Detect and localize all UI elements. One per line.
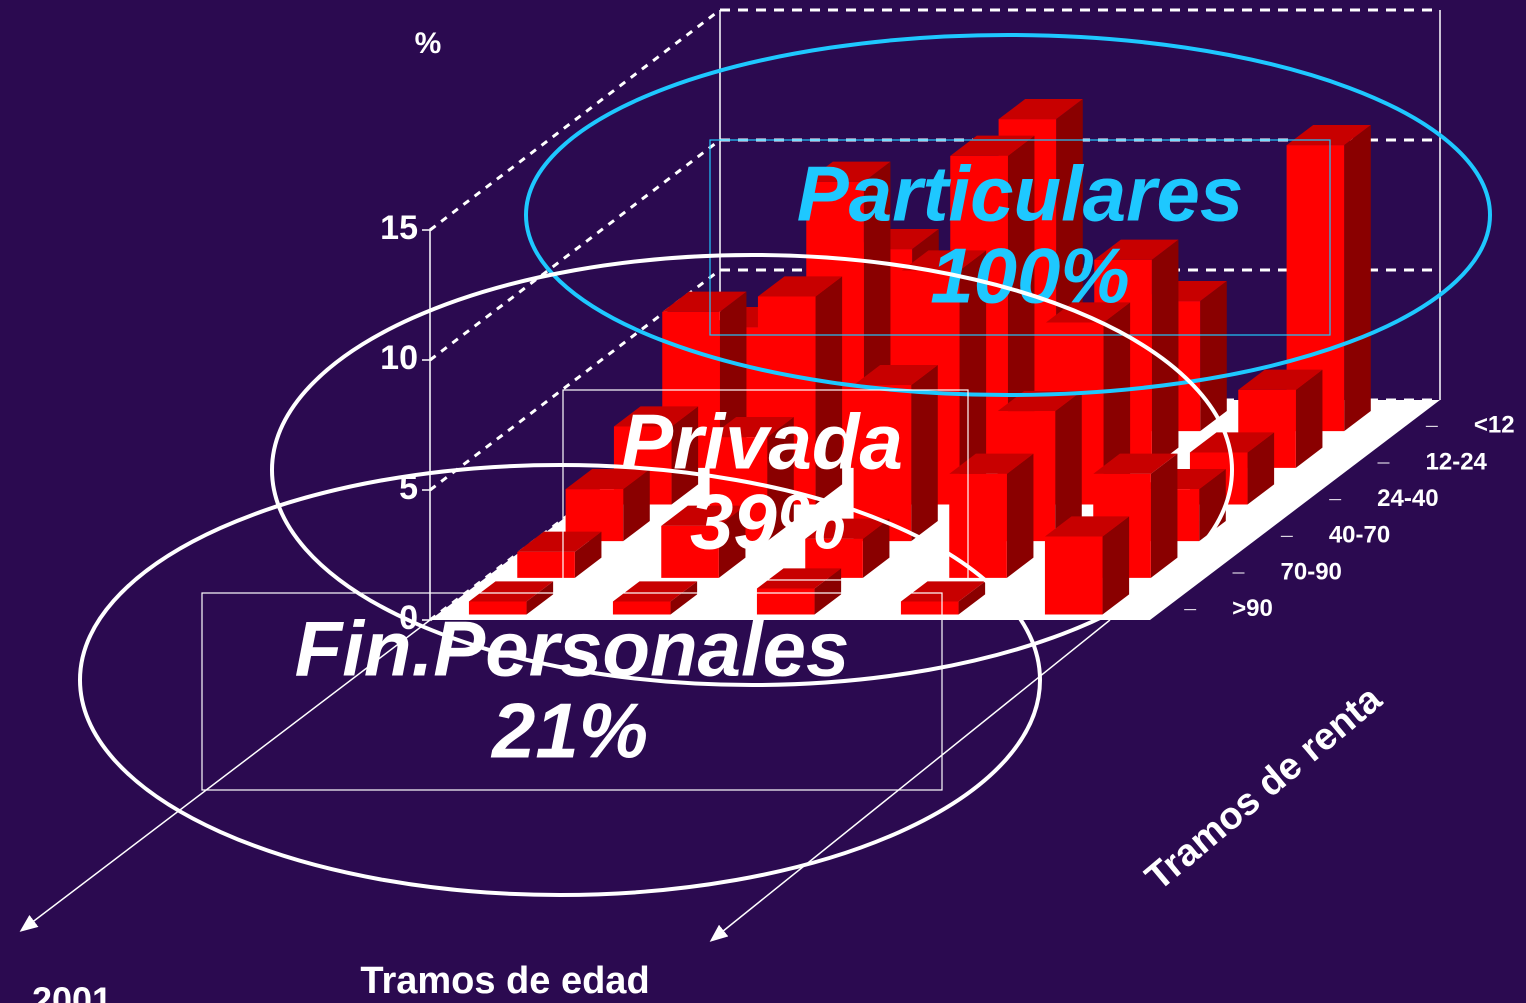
y-axis-label: %	[415, 27, 442, 60]
bar-top	[950, 135, 1035, 156]
bar-side	[1006, 453, 1034, 578]
annotation-ellipse	[524, 33, 1492, 397]
bar-top	[1238, 369, 1323, 390]
z-tick-label: 70-90	[1281, 558, 1342, 585]
annotation-text: Particulares	[797, 150, 1244, 238]
bar-side	[1295, 369, 1323, 468]
bar	[1044, 516, 1130, 615]
bar-front	[900, 601, 959, 615]
bar-front	[853, 385, 912, 542]
bar-top	[756, 568, 842, 589]
y-tick-label: 0	[399, 599, 418, 637]
bar-side	[1151, 239, 1179, 468]
annotation-box	[201, 592, 943, 791]
bar	[468, 581, 554, 615]
bar-side	[1102, 516, 1130, 615]
bar-top	[613, 406, 699, 427]
grid-line	[429, 138, 721, 362]
bar	[949, 453, 1034, 578]
z-tick-label: 12-24	[1426, 448, 1488, 475]
bar-side	[1055, 391, 1082, 542]
bar-top	[901, 250, 987, 271]
annotation-ellipse	[78, 463, 1042, 897]
footnote: 2001	[32, 980, 112, 1003]
annotation-ellipse	[270, 253, 1234, 687]
bar-side	[958, 581, 986, 615]
bar-side	[767, 417, 794, 542]
bar-top	[998, 99, 1083, 120]
bar-top	[900, 581, 986, 602]
y-tick-label: 10	[380, 339, 418, 377]
bar-top	[853, 365, 938, 386]
bar-front	[517, 551, 575, 578]
bar	[900, 581, 986, 615]
bar-front	[949, 473, 1007, 578]
bar-side	[1200, 281, 1227, 432]
bar-front	[468, 601, 527, 615]
bar-top	[1044, 516, 1130, 537]
z-tick-label: <12	[1474, 412, 1515, 439]
bar	[517, 531, 602, 578]
annotation-text: 39%	[690, 478, 846, 566]
bar-top	[662, 291, 747, 312]
bar-top	[468, 581, 554, 602]
bar-top	[517, 531, 602, 552]
bar-side	[911, 365, 938, 542]
x-axis-label: Tramos de edad	[360, 960, 649, 1002]
bar	[661, 505, 746, 578]
bar-side	[1150, 453, 1178, 578]
age-axis-arrow	[19, 619, 431, 932]
bar-side	[671, 406, 699, 505]
bar-side	[1344, 125, 1371, 432]
bar	[805, 518, 890, 578]
bar-front	[661, 525, 719, 578]
bar-side	[718, 505, 746, 578]
z-tick-label: >90	[1232, 595, 1273, 622]
bar-side	[1007, 135, 1035, 468]
z-tick-label: 24-40	[1377, 485, 1438, 512]
bar-top	[565, 469, 650, 490]
bar-top	[661, 505, 746, 526]
bar-top	[805, 518, 890, 539]
bar	[613, 406, 699, 505]
bar-top	[1189, 432, 1275, 453]
bar-top	[612, 581, 698, 602]
grid-line	[429, 8, 721, 232]
z-tick-label: 40-70	[1329, 522, 1390, 549]
annotation-text: Fin.Personales	[295, 605, 850, 693]
bar-top	[757, 276, 843, 297]
bar-front	[805, 538, 863, 578]
bar-side	[959, 250, 987, 505]
annotation-text: Privada	[621, 398, 903, 486]
bar-top	[949, 453, 1034, 474]
bar-top	[1093, 453, 1178, 474]
annotation-box	[709, 139, 1331, 336]
bar-side	[670, 581, 698, 615]
bar-top	[1094, 239, 1179, 260]
bar-front	[756, 588, 815, 615]
bar-front	[565, 489, 624, 542]
annotation-text: 21%	[490, 687, 648, 775]
bar	[853, 365, 938, 542]
depth-axis-arrow	[709, 619, 1111, 942]
bar-top	[709, 417, 794, 438]
bar	[565, 469, 650, 542]
bar	[612, 581, 698, 615]
annotation-box	[562, 389, 969, 581]
bar-side	[1247, 432, 1275, 505]
y-tick-label: 15	[380, 209, 418, 247]
bar-side	[862, 518, 890, 578]
bar-front	[612, 601, 671, 615]
bar-front	[1044, 536, 1103, 615]
bar-side	[574, 531, 602, 578]
bar-side	[623, 469, 650, 542]
bar-top	[806, 161, 891, 182]
bar-side	[526, 581, 554, 615]
grid-line	[429, 268, 721, 492]
